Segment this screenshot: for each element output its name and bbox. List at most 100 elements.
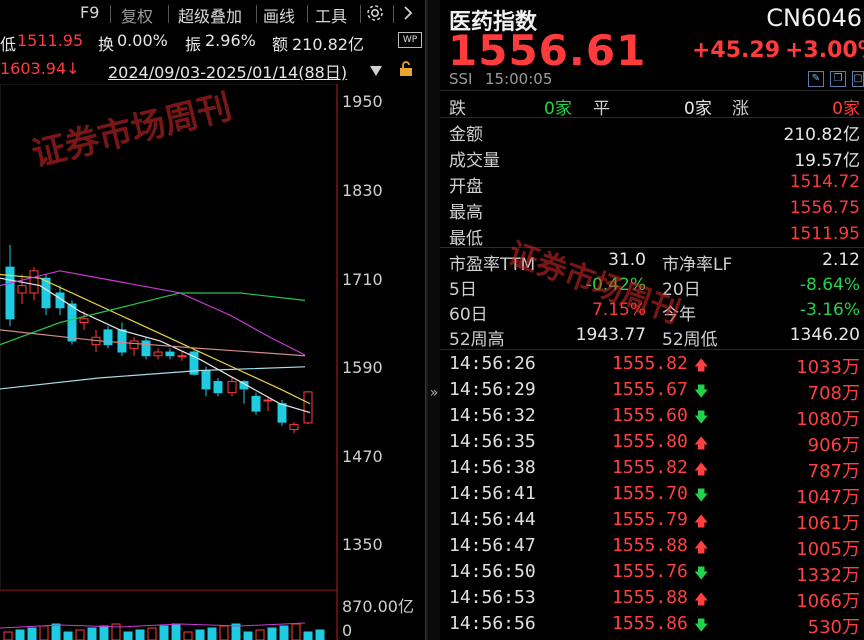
arrow-up-icon: 🡅	[694, 514, 709, 530]
arrow-down-icon: 🡇	[694, 384, 709, 400]
quote-panel: 医药指数 CN6046 1556.61 +45.29 +3.00% SSI 15…	[440, 0, 864, 640]
amplitude-value: 2.96%	[205, 31, 256, 50]
detail-row-low: 最低 1511.95	[440, 222, 864, 249]
tick-time: 14:56:41	[449, 483, 536, 504]
candle-body	[263, 399, 273, 402]
gear-icon[interactable]	[365, 3, 385, 27]
arrow-up-icon: 🡅	[694, 358, 709, 374]
volume-bar	[147, 627, 157, 640]
tick-time: 14:56:29	[449, 379, 536, 400]
draw-line-button[interactable]: 画线	[263, 7, 296, 26]
candle-body	[153, 351, 163, 357]
rise-count: 0家	[832, 99, 860, 119]
candle-body	[103, 329, 113, 346]
tick-price: 1555.86	[612, 613, 688, 634]
candle-body	[41, 277, 51, 309]
pe-value: 31.0	[608, 250, 646, 270]
tick-row: 14:56:41 1555.70 🡇 1047万	[440, 482, 864, 508]
panel-splitter[interactable]	[425, 0, 429, 640]
tick-time: 14:56:32	[449, 405, 536, 426]
turnover-label: 换	[98, 35, 115, 54]
quote-time: 15:00:05	[485, 70, 553, 88]
collapse-panel-button[interactable]: »	[429, 385, 439, 401]
tick-price: 1555.82	[612, 457, 688, 478]
arrow-up-icon: 🡅	[694, 436, 709, 452]
price-change: +45.29	[692, 38, 781, 63]
expand-icon[interactable]: ▢	[852, 71, 864, 87]
price-tick-1590: 1590	[342, 358, 383, 377]
candle-body	[117, 329, 127, 353]
tick-volume: 530万	[807, 617, 860, 638]
tick-time: 14:56:50	[449, 561, 536, 582]
open-value: 1514.72	[789, 172, 860, 192]
tick-row: 14:56:44 1555.79 🡅 1061万	[440, 508, 864, 534]
triangle-down-icon[interactable]	[369, 62, 383, 81]
detail-row-open: 开盘 1514.72	[440, 170, 864, 197]
w52h-value: 1943.77	[575, 325, 646, 345]
tick-row: 14:56:56 1555.86 🡇 530万	[440, 612, 864, 638]
volume-bar	[219, 625, 229, 640]
d5-label: 5日	[449, 280, 477, 300]
tick-time: 14:56:26	[449, 353, 536, 374]
price-change-pct: +3.00%	[785, 38, 864, 63]
ytd-label: 今年	[662, 305, 696, 325]
date-range[interactable]: 2024/09/03-2025/01/14(88日)	[108, 63, 348, 82]
high-label: 最高	[449, 203, 483, 223]
arrow-up-icon: 🡅	[694, 592, 709, 608]
edit-icon[interactable]: ✎	[808, 71, 824, 87]
tick-row: 14:56:53 1555.88 🡅 1066万	[440, 586, 864, 612]
open-label: 开盘	[449, 177, 483, 197]
tick-volume: 787万	[807, 461, 860, 482]
amount-label: 金额	[449, 125, 483, 145]
ma10-line	[0, 273, 311, 405]
tick-price: 1555.80	[612, 431, 688, 452]
pe-label: 市盈率TTM	[449, 255, 536, 275]
tick-price: 1555.70	[612, 483, 688, 504]
tick-price: 1555.76	[612, 561, 688, 582]
price-tick-1350: 1350	[342, 535, 383, 554]
tick-row: 14:56:47 1555.88 🡅 1005万	[440, 534, 864, 560]
volume-bar	[243, 631, 253, 640]
fall-label: 跌	[449, 99, 466, 119]
arrow-down-icon: 🡇	[694, 618, 709, 634]
price-tick-1470: 1470	[342, 447, 383, 466]
fuquan-button[interactable]: 复权	[121, 7, 154, 26]
volume-bar	[111, 623, 121, 640]
tick-list[interactable]: 14:56:26 1555.82 🡅 1033万 14:56:29 1555.67 🡇 708…	[440, 352, 864, 640]
candle-body	[277, 403, 287, 423]
index-code: CN6046	[766, 4, 862, 32]
candle-body	[177, 355, 187, 358]
candle-body	[55, 292, 65, 309]
d60-label: 60日	[449, 305, 488, 325]
tick-time: 14:56:56	[449, 613, 536, 634]
copy-icon[interactable]: ❐	[830, 71, 846, 87]
volume-tick-max: 870.00亿	[342, 597, 414, 616]
tick-row: 14:56:29 1555.67 🡇 708万	[440, 378, 864, 404]
detail-row-amount: 金额 210.82亿	[440, 118, 864, 145]
tick-row: 14:56:50 1555.76 🡇 1332万	[440, 560, 864, 586]
w52h-label: 52周高	[449, 330, 505, 350]
overlay-button[interactable]: 超级叠加	[178, 7, 243, 26]
arrow-down-icon: 🡇	[694, 488, 709, 504]
turnover-value: 0.00%	[117, 31, 168, 50]
volume-bar	[51, 623, 61, 640]
kline-chart[interactable]: 1950 1830 1710 1590 1470 1350 证券市场周刊	[0, 84, 425, 590]
candle-body	[303, 391, 313, 424]
candle-body	[5, 266, 15, 320]
arrow-up-icon: 🡅	[694, 462, 709, 478]
volume-bar	[255, 629, 265, 640]
chevron-right-icon[interactable]	[402, 4, 414, 26]
fall-count: 0家	[544, 99, 572, 119]
tick-price: 1555.88	[612, 587, 688, 608]
f9-button[interactable]: F9	[80, 3, 100, 22]
wp-badge[interactable]: WP	[398, 32, 422, 48]
lock-icon[interactable]	[398, 61, 414, 81]
tools-button[interactable]: 工具	[315, 7, 348, 26]
volume-label: 成交量	[449, 151, 500, 171]
arrow-down-icon: 🡇	[694, 410, 709, 426]
tick-price: 1555.88	[612, 535, 688, 556]
volume-bar	[303, 631, 313, 640]
stats-bar: 低 1511.95 换 0.00% 振 2.96% 额 210.82亿 WP	[0, 28, 425, 54]
volume-bar	[87, 627, 97, 640]
volume-bar	[3, 631, 13, 640]
